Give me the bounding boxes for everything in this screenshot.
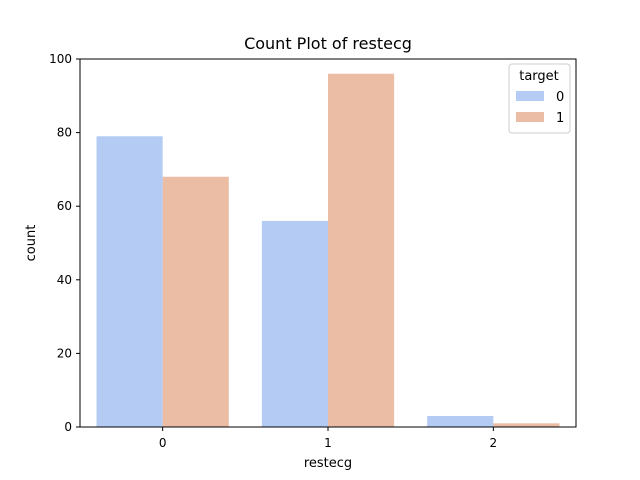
legend-swatch-0	[516, 91, 544, 101]
bar-target-0-restecg-1	[261, 220, 328, 427]
y-tick-label: 60	[57, 199, 72, 213]
y-tick-label: 20	[57, 346, 72, 360]
x-axis-label: restecg	[304, 456, 352, 471]
y-tick-label: 40	[57, 273, 72, 287]
x-axis: 0 1 2	[159, 427, 497, 450]
bar-target-1-restecg-2	[493, 423, 560, 427]
chart-title: Count Plot of restecg	[244, 34, 412, 53]
plot-frame	[79, 58, 577, 428]
y-tick-label: 100	[49, 52, 72, 66]
legend-title: target	[519, 69, 559, 84]
legend-swatch-1	[516, 112, 544, 122]
legend-label-0: 0	[556, 90, 564, 105]
y-tick-label: 80	[57, 126, 72, 140]
legend: target 0 1	[508, 63, 571, 134]
x-tick-label: 1	[324, 436, 332, 450]
legend-label-1: 1	[556, 111, 564, 126]
x-tick-label: 2	[490, 436, 498, 450]
bar-target-0-restecg-0	[96, 136, 163, 427]
x-tick-label: 0	[159, 436, 167, 450]
y-axis-label: count	[24, 225, 39, 262]
bars-group	[96, 73, 560, 427]
y-tick-label: 0	[64, 420, 72, 434]
bar-target-1-restecg-1	[328, 73, 395, 427]
bar-target-1-restecg-0	[162, 176, 229, 427]
y-axis: 0 20 40 60 80 100	[49, 52, 80, 434]
bar-target-0-restecg-2	[427, 415, 494, 427]
